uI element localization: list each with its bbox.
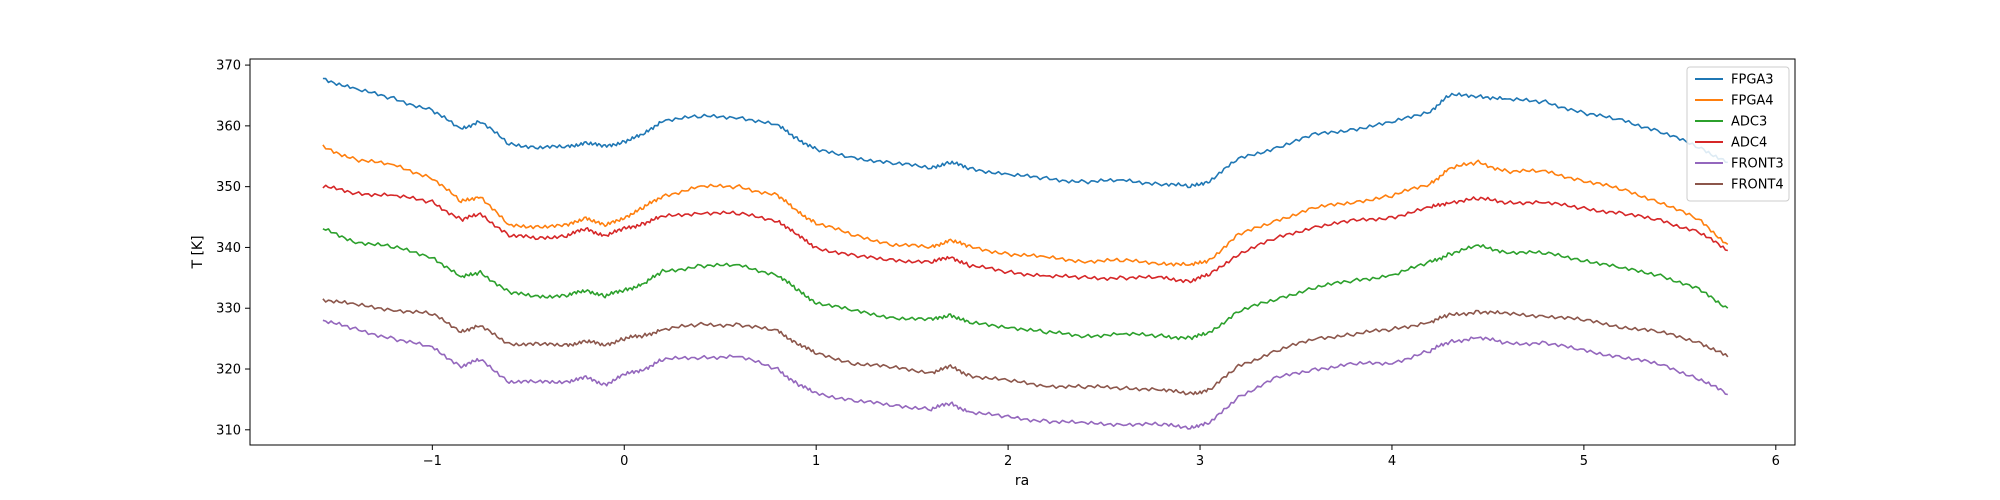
legend-label: FRONT3	[1731, 157, 1784, 172]
legend-label: FRONT4	[1731, 178, 1784, 193]
plot-area	[249, 58, 1796, 446]
x-tick-label: 4	[1388, 454, 1396, 469]
series-line-adc3	[322, 228, 1729, 341]
x-tick-label: 1	[812, 454, 820, 469]
y-tick-label: 360	[216, 119, 241, 134]
series-line-fpga4	[322, 144, 1729, 267]
series-line-front4	[322, 298, 1729, 396]
x-tick-label: −1	[423, 454, 442, 469]
legend-label: ADC3	[1731, 115, 1767, 130]
legend-label: FPGA3	[1731, 73, 1774, 88]
series-layer	[322, 77, 1729, 430]
x-axis-label: ra	[1015, 473, 1029, 489]
x-tick-label: 6	[1772, 454, 1780, 469]
x-tick-label: 0	[620, 454, 628, 469]
series-line-front3	[322, 319, 1728, 430]
y-tick-label: 320	[216, 363, 241, 378]
y-tick-label: 340	[216, 241, 241, 256]
x-tick-label: 2	[1004, 454, 1012, 469]
x-tick-label: 5	[1580, 454, 1588, 469]
y-tick-label: 310	[216, 423, 241, 438]
x-tick-label: 3	[1196, 454, 1204, 469]
y-axis-ticks: 310 320 330 340 350 360 370	[216, 59, 250, 438]
series-line-fpga3	[322, 77, 1728, 189]
y-tick-label: 330	[216, 302, 241, 317]
y-tick-label: 350	[216, 180, 241, 195]
series-line-adc4	[322, 184, 1728, 284]
x-axis-ticks: −1 0 1 2 3 4 5 6	[423, 445, 1780, 469]
legend-label: ADC4	[1731, 136, 1767, 151]
y-axis-label: T [K]	[190, 235, 206, 269]
y-tick-label: 370	[216, 59, 241, 74]
legend-label: FPGA4	[1731, 94, 1774, 109]
legend: FPGA3 FPGA4 ADC3 ADC4 FRONT3 FRONT4	[1686, 66, 1790, 202]
